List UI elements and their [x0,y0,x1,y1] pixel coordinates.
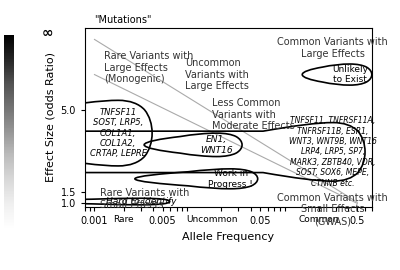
Text: "Mutations": "Mutations" [94,15,152,25]
Text: TNFSF11
SOST, LRP5,
COL1A1,
COL1A2,
CRTAP, LEPRE: TNFSF11 SOST, LRP5, COL1A1, COL1A2, CRTA… [90,108,147,158]
Text: Rare Variants with
Small Effects: Rare Variants with Small Effects [100,188,190,210]
Text: ∞: ∞ [42,26,54,40]
Text: Common Variants with
Large Effects: Common Variants with Large Effects [278,37,388,59]
X-axis label: Allele Frequency: Allele Frequency [182,231,274,241]
Text: Less Common
Variants with
Moderate Effects: Less Common Variants with Moderate Effec… [212,98,294,131]
Text: Uncommon
Variants with
Large Effects: Uncommon Variants with Large Effects [185,58,249,91]
Text: Rare Variants with
Large Effects
(Monogenic): Rare Variants with Large Effects (Monoge… [104,51,193,84]
Text: Work in
Progress !: Work in Progress ! [208,169,253,188]
Text: Unlikely
to Exist: Unlikely to Exist [332,65,368,84]
Text: Hard to identify: Hard to identify [106,197,176,206]
Text: Common: Common [298,215,339,224]
Text: EN1,
WNT16: EN1, WNT16 [200,135,233,154]
Text: Uncommon: Uncommon [186,215,238,224]
Text: Common Variants with
Small Effects
(GWAS): Common Variants with Small Effects (GWAS… [278,193,388,226]
Y-axis label: Effect Size (odds Ratio): Effect Size (odds Ratio) [45,52,55,182]
Text: TNFSF11, TNFRSF11A,
TNFRSF11B, ESR1,
WNT3, WNT9B, WNT16
LRP4, LRP5, SP7,
MARK3, : TNFSF11, TNFRSF11A, TNFRSF11B, ESR1, WNT… [289,116,377,188]
Text: Rare: Rare [114,215,134,224]
